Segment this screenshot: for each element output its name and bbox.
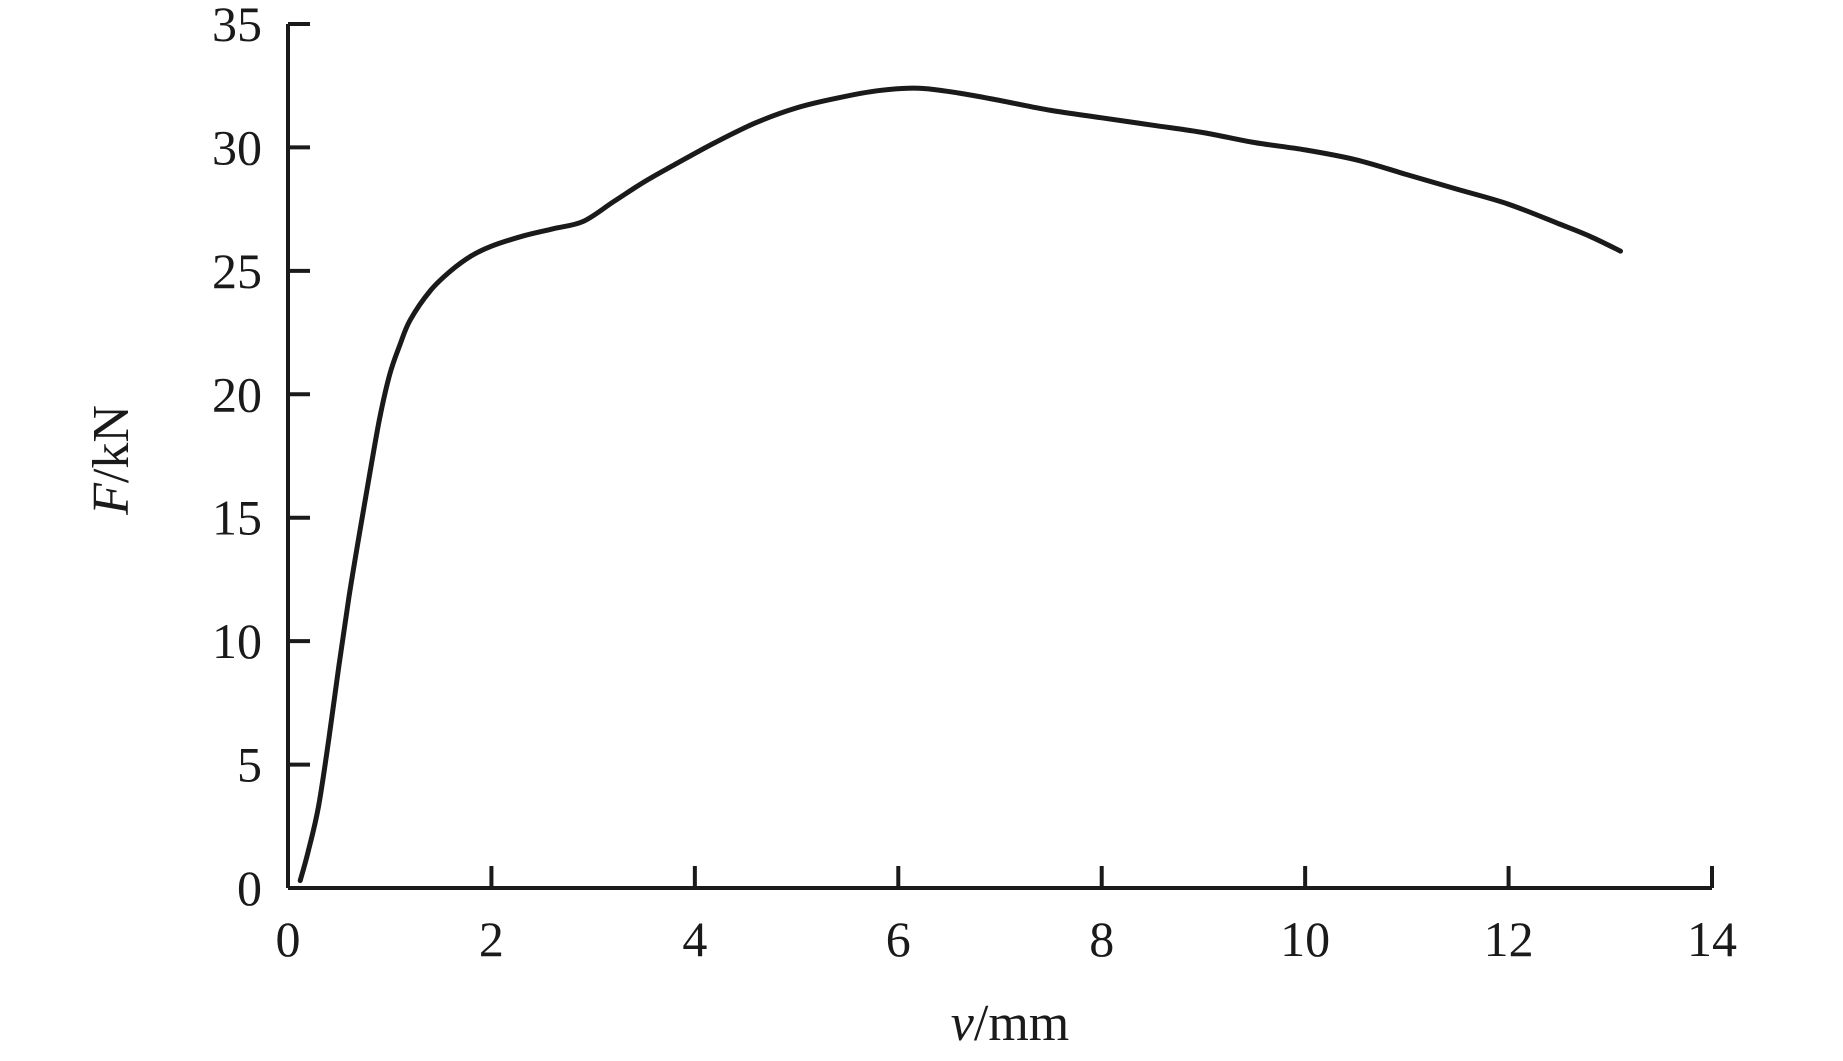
series-line: [297, 85, 1623, 884]
y-tick-label: 25: [212, 243, 262, 299]
y-tick-label: 5: [237, 737, 262, 793]
y-tick-label: 0: [237, 860, 262, 916]
y-axis-label-var: F: [83, 482, 140, 516]
y-axis-label-unit: /kN: [83, 405, 140, 483]
x-tick-label: 2: [479, 911, 504, 967]
x-tick-label: 0: [276, 911, 301, 967]
x-axis-label-unit: /mm: [974, 995, 1069, 1052]
x-tick-label: 4: [682, 911, 707, 967]
x-tick-label: 10: [1280, 911, 1330, 967]
y-tick-label: 35: [212, 0, 262, 52]
y-tick-label: 15: [212, 490, 262, 546]
series: [297, 85, 1623, 884]
axes: [286, 24, 1712, 890]
y-tick-label: 20: [212, 366, 262, 422]
x-axis-label-var: v: [951, 995, 975, 1052]
x-tick-label: 14: [1687, 911, 1737, 967]
ticks: 0 2 4 6 8 10 12 14 0 5 10 15 20 25 30 35: [212, 0, 1737, 967]
x-axis-label: v/mm: [951, 995, 1069, 1052]
x-tick-label: 8: [1089, 911, 1114, 967]
x-tick-label: 6: [886, 911, 911, 967]
y-tick-label: 30: [212, 119, 262, 175]
y-tick-label: 10: [212, 613, 262, 669]
x-tick-label: 12: [1484, 911, 1534, 967]
y-axis-label: F/kN: [83, 405, 140, 516]
